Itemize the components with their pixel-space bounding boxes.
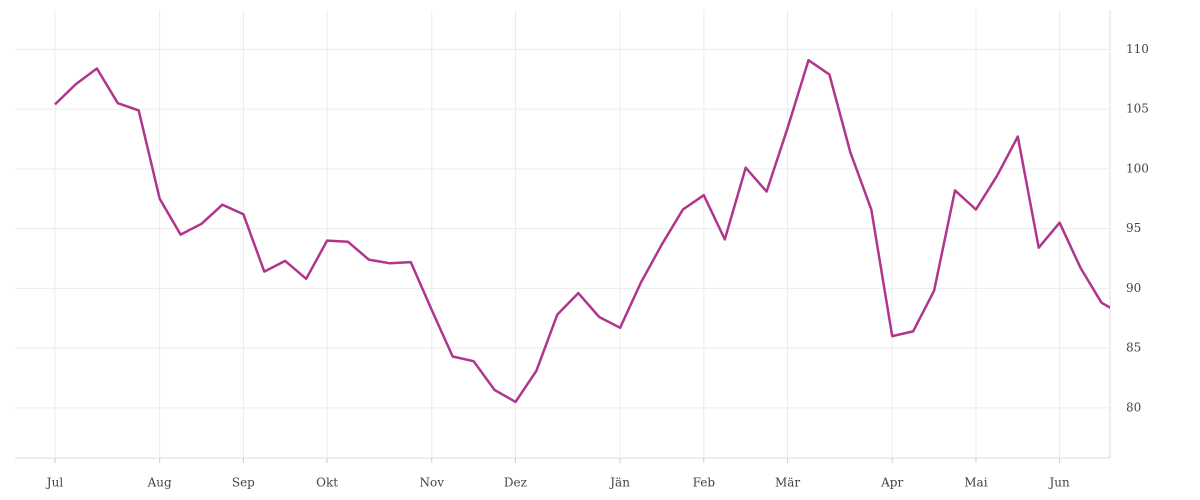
y-tick-label: 85	[1126, 341, 1141, 355]
x-tick-label: Mär	[775, 476, 800, 490]
x-tick-label: Aug	[147, 476, 172, 490]
x-tick-label: Jän	[608, 476, 630, 490]
y-tick-label: 80	[1126, 400, 1141, 414]
x-tick-label: Apr	[880, 476, 903, 490]
y-tick-label: 110	[1126, 42, 1149, 56]
y-tick-label: 95	[1126, 221, 1141, 235]
x-tick-label: Mai	[964, 476, 987, 490]
y-tick-label: 100	[1126, 161, 1149, 175]
x-tick-label: Feb	[693, 476, 716, 490]
y-tick-label: 90	[1126, 281, 1141, 295]
x-tick-label: Jul	[45, 476, 64, 490]
x-tick-label: Jun	[1047, 476, 1070, 490]
y-tick-label: 105	[1126, 102, 1149, 116]
line	[54, 58, 1110, 404]
x-tick-label: Dez	[504, 476, 527, 490]
x-tick-label: Okt	[316, 476, 338, 490]
x-tick-label: Nov	[419, 476, 444, 490]
x-tick-label: Sep	[232, 476, 255, 490]
